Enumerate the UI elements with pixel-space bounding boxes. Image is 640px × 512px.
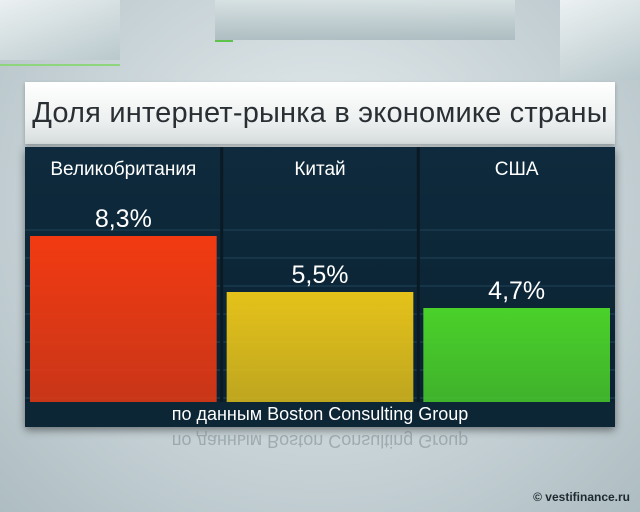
footer-strip: [25, 402, 615, 427]
backdrop-block: [560, 0, 640, 80]
category-label: Великобритания: [50, 159, 196, 180]
backdrop-block: [215, 0, 515, 40]
copyright-credit: © vestifinance.ru: [533, 490, 630, 504]
category-label: Китай: [294, 159, 345, 180]
value-label: 5,5%: [292, 261, 349, 289]
chart-title: Доля интернет-рынка в экономике страны: [32, 96, 608, 129]
bar-0: [30, 236, 217, 402]
backdrop-accent-line: [0, 64, 120, 66]
bar-chart: Великобритания 8,3% Китай 5,5% США 4,7%: [25, 147, 615, 427]
bar-2: [423, 308, 610, 402]
value-label: 8,3%: [95, 205, 152, 233]
category-label: США: [495, 159, 539, 180]
chart-title-bar: Доля интернет-рынка в экономике страны: [25, 82, 615, 144]
source-note-reflection: по данным Boston Consulting Group: [171, 431, 469, 451]
value-label: 4,7%: [488, 277, 545, 305]
bar-1: [226, 292, 414, 402]
backdrop-accent-line: [215, 40, 233, 42]
backdrop-block: [0, 0, 120, 60]
chart-panel: Великобритания 8,3% Китай 5,5% США 4,7%: [25, 147, 615, 427]
source-note: по данным Boston Consulting Group: [171, 404, 469, 424]
